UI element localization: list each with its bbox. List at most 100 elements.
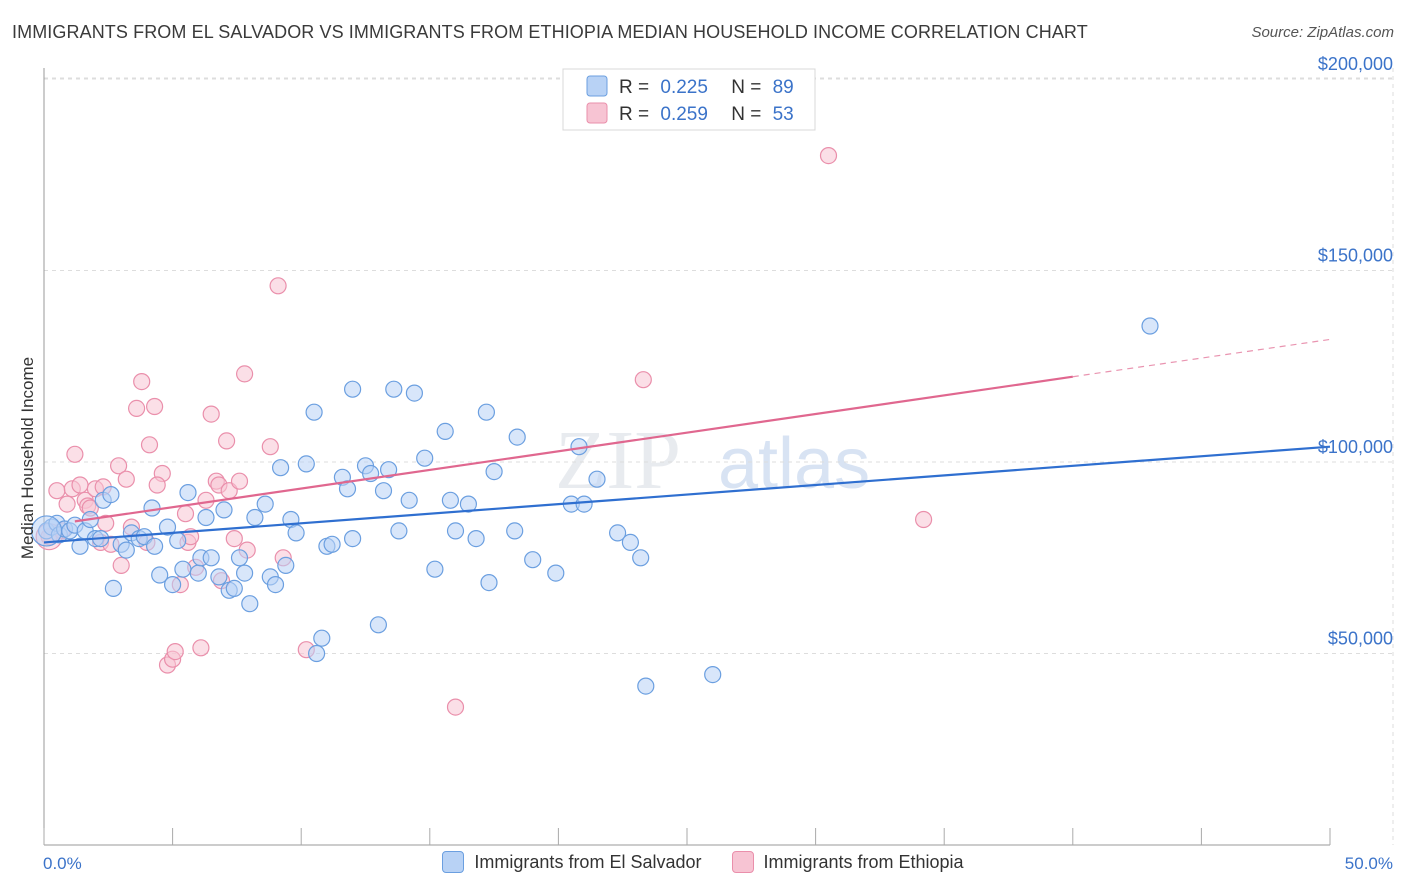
el-salvador-point — [202, 549, 220, 567]
legend-swatch-pink — [586, 102, 608, 124]
el-salvador-point — [436, 422, 454, 440]
ethiopia-point — [148, 476, 166, 494]
source-label: Source: ZipAtlas.com — [1251, 24, 1394, 41]
watermark-zip: ZIP — [555, 414, 681, 507]
el-salvador-point — [374, 482, 393, 500]
el-salvador-point — [256, 495, 274, 513]
ethiopia-point — [202, 405, 220, 423]
el-salvador-point — [405, 384, 423, 402]
ethiopia-point — [166, 642, 184, 661]
legend-r-label: R = — [619, 104, 649, 125]
el-salvador-point — [477, 403, 495, 421]
chart-title: IMMIGRANTS FROM EL SALVADOR VS IMMIGRANT… — [12, 22, 1088, 42]
el-salvador-point — [459, 495, 477, 513]
legend-n-label: N = — [731, 77, 761, 98]
legend-r-blue: 0.225 — [660, 77, 708, 98]
ethiopia-point — [914, 510, 933, 529]
y-axis-label: Median Household Income — [18, 357, 37, 559]
el-salvador-point — [174, 560, 192, 578]
ethiopia-point — [269, 277, 287, 295]
el-salvador-point — [308, 644, 326, 663]
ethiopia-point — [236, 365, 254, 383]
el-salvador-point — [621, 533, 640, 552]
legend-label-ethiopia: Immigrants from Ethiopia — [763, 851, 964, 872]
el-salvador-point — [246, 508, 264, 527]
el-salvador-point — [266, 575, 285, 594]
el-salvador-point — [508, 428, 526, 446]
el-salvador-point — [164, 575, 182, 594]
el-salvador-point — [547, 564, 565, 582]
ethiopia-point — [140, 436, 159, 454]
ethiopia-point — [176, 505, 195, 523]
el-salvador-point — [277, 556, 295, 575]
el-salvador-point — [143, 499, 161, 517]
series-legend: Immigrants from El Salvador Immigrants f… — [0, 851, 1406, 873]
el-salvador-point — [1141, 317, 1159, 335]
ethiopia-point — [192, 639, 210, 657]
svg-text:R = 0.259 N =: R = 0.259 N = 53 — [619, 104, 794, 125]
x-tick-label-min: 0.0% — [43, 854, 82, 873]
ethiopia-point — [112, 556, 130, 575]
legend-swatch-blue — [586, 75, 608, 97]
el-salvador-point — [102, 486, 120, 504]
legend-n-label: N = — [731, 104, 761, 125]
el-salvador-point — [323, 535, 341, 553]
trend-lines — [43, 338, 1331, 544]
axes — [43, 68, 1331, 846]
el-salvador-point — [416, 449, 434, 467]
el-salvador-point — [197, 508, 215, 527]
trend-ethiopia-extension — [1072, 338, 1331, 378]
ethiopia-point — [819, 147, 838, 165]
el-salvador-point — [704, 665, 722, 684]
el-salvador-point — [506, 522, 524, 540]
el-salvador-point — [189, 564, 207, 582]
el-salvador-point — [146, 537, 164, 555]
y-tick-label: $50,000 — [1328, 629, 1393, 649]
ethiopia-point — [446, 698, 465, 716]
ethiopia-point — [197, 491, 215, 509]
legend-item-el-salvador[interactable]: Immigrants from El Salvador — [442, 851, 702, 873]
el-salvador-point — [480, 573, 498, 592]
el-salvador-point — [287, 524, 305, 542]
ethiopia-point — [261, 438, 279, 456]
el-salvador-point — [485, 463, 503, 481]
watermark: ZIP atlas — [555, 414, 870, 507]
ethiopia-point — [128, 399, 146, 417]
el-salvador-point — [158, 518, 177, 536]
el-salvador-point — [426, 560, 444, 578]
el-salvador-point — [117, 541, 135, 559]
el-salvador-point — [588, 470, 606, 488]
ethiopia-point — [225, 529, 243, 548]
el-salvador-point — [241, 595, 259, 613]
el-salvador-point — [71, 537, 89, 555]
y-tick-label: $200,000 — [1318, 54, 1393, 74]
el-salvador-point — [313, 629, 331, 647]
el-salvador-point — [632, 549, 650, 567]
legend-item-ethiopia[interactable]: Immigrants from Ethiopia — [731, 851, 964, 873]
el-salvador-point — [236, 564, 254, 582]
el-salvador-point — [305, 403, 323, 421]
el-salvador-point — [385, 380, 403, 398]
el-salvador-point — [169, 531, 187, 550]
el-salvador-point — [297, 455, 315, 473]
el-salvador-point — [210, 568, 228, 586]
ethiopia-point — [117, 470, 135, 488]
ethiopia-point — [146, 397, 164, 416]
el-salvador-point — [344, 380, 362, 398]
x-tick-labels: 0.0% 50.0% — [43, 854, 1393, 873]
y-tick-label: $100,000 — [1318, 437, 1393, 457]
x-tick-label-max: 50.0% — [1345, 854, 1393, 873]
el-salvador-point — [225, 579, 243, 598]
el-salvador-point — [608, 524, 627, 542]
legend-n-blue: 89 — [773, 77, 794, 98]
legend-r-pink: 0.259 — [660, 104, 708, 125]
y-tick-labels: $50,000 $100,000 $150,000 $200,000 — [1318, 54, 1393, 649]
el-salvador-point — [400, 491, 418, 509]
ethiopia-point — [66, 445, 84, 463]
legend-n-pink: 53 — [773, 104, 794, 125]
el-salvador-point — [151, 566, 169, 584]
legend-swatch-ethiopia — [731, 851, 754, 873]
el-salvador-point — [344, 529, 362, 548]
el-salvador-point — [230, 549, 249, 567]
